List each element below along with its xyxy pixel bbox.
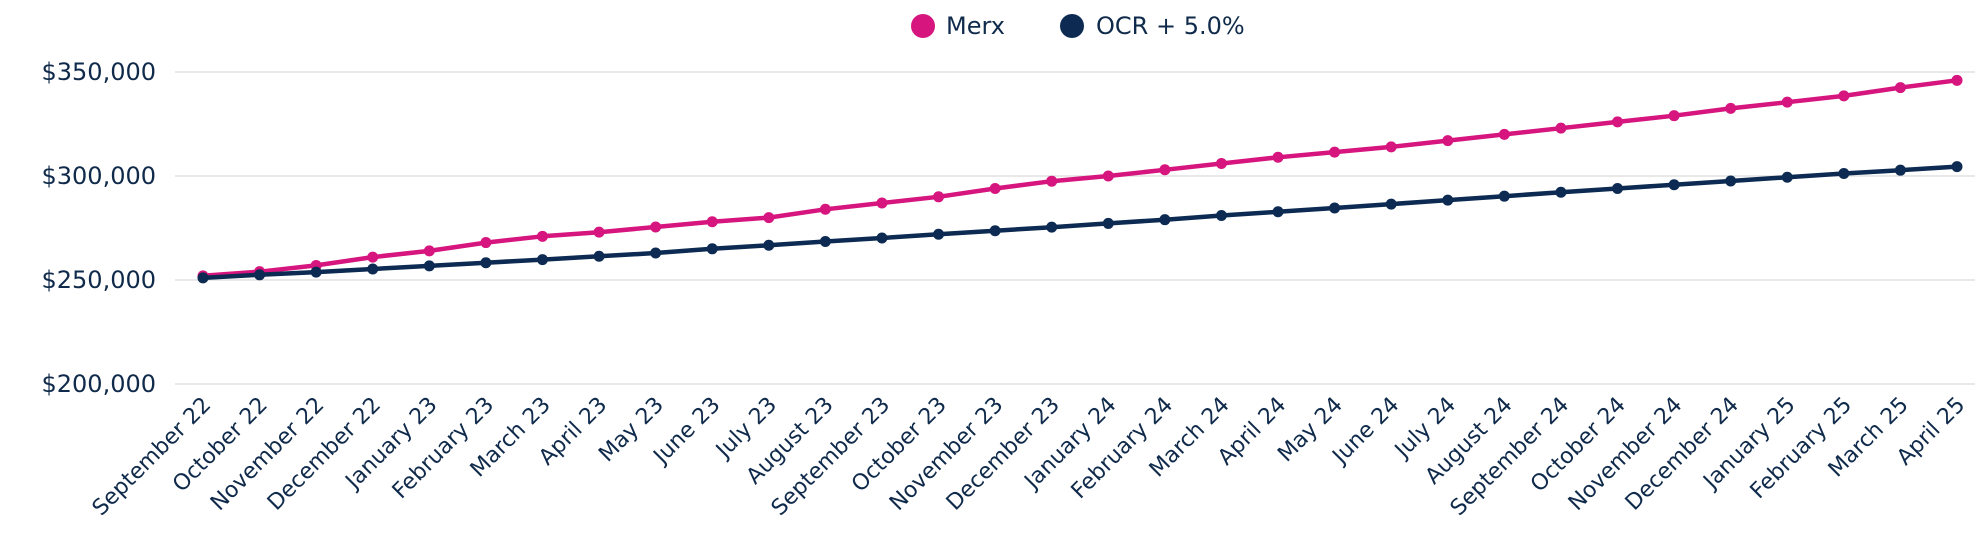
data-point bbox=[1385, 198, 1397, 210]
data-point bbox=[1838, 90, 1850, 102]
data-point bbox=[1272, 151, 1284, 163]
data-point bbox=[480, 257, 492, 269]
data-point bbox=[819, 203, 831, 215]
data-point bbox=[1612, 182, 1624, 194]
data-point bbox=[1555, 186, 1567, 198]
data-point bbox=[536, 230, 548, 242]
data-point bbox=[933, 228, 945, 240]
data-point bbox=[1725, 102, 1737, 114]
data-point bbox=[1498, 128, 1510, 140]
data-point bbox=[423, 260, 435, 272]
data-point bbox=[1781, 171, 1793, 183]
data-point bbox=[989, 182, 1001, 194]
series-line bbox=[200, 78, 1960, 279]
data-point bbox=[650, 247, 662, 259]
legend-item: Merx bbox=[911, 12, 1005, 40]
data-point bbox=[1046, 175, 1058, 187]
data-point bbox=[423, 245, 435, 257]
data-point bbox=[1951, 161, 1963, 173]
data-point bbox=[1329, 146, 1341, 158]
y-axis: $200,000 $250,000 $300,000 $350,000 bbox=[41, 58, 156, 398]
data-point bbox=[1272, 206, 1284, 218]
legend: Merx OCR + 5.0% bbox=[911, 12, 1245, 40]
data-point bbox=[593, 226, 605, 238]
data-point bbox=[1215, 158, 1227, 170]
data-point bbox=[310, 266, 322, 278]
series-1 bbox=[197, 161, 1963, 284]
legend-label: OCR + 5.0% bbox=[1096, 12, 1245, 40]
data-point bbox=[876, 232, 888, 244]
y-tick-label: $300,000 bbox=[41, 162, 156, 190]
legend-item: OCR + 5.0% bbox=[1060, 12, 1245, 40]
data-point bbox=[367, 251, 379, 263]
series-0 bbox=[197, 74, 1963, 282]
grid-layer bbox=[175, 71, 1975, 385]
data-point bbox=[989, 225, 1001, 237]
data-point bbox=[480, 237, 492, 249]
data-point bbox=[1894, 82, 1906, 94]
data-point bbox=[1951, 74, 1963, 86]
data-point bbox=[1102, 217, 1114, 229]
y-tick-label: $250,000 bbox=[41, 266, 156, 294]
data-point bbox=[1555, 122, 1567, 134]
data-point bbox=[1159, 164, 1171, 176]
data-point bbox=[933, 191, 945, 203]
data-point bbox=[1725, 175, 1737, 187]
data-point bbox=[1385, 141, 1397, 153]
y-tick-label: $350,000 bbox=[41, 58, 156, 86]
data-point bbox=[1838, 168, 1850, 180]
data-point bbox=[1781, 96, 1793, 108]
data-point bbox=[1442, 135, 1454, 147]
data-point bbox=[197, 272, 209, 284]
data-point bbox=[1329, 202, 1341, 214]
data-point bbox=[763, 239, 775, 251]
data-point bbox=[536, 254, 548, 266]
data-point bbox=[254, 269, 266, 281]
legend-marker bbox=[911, 14, 935, 38]
data-point bbox=[1102, 170, 1114, 182]
data-point bbox=[593, 250, 605, 262]
data-point bbox=[876, 197, 888, 209]
data-point bbox=[706, 216, 718, 228]
data-point bbox=[1612, 116, 1624, 128]
data-point bbox=[819, 236, 831, 248]
series-line bbox=[200, 164, 1960, 281]
data-point bbox=[367, 263, 379, 275]
data-point bbox=[1668, 179, 1680, 191]
data-point bbox=[1442, 194, 1454, 206]
data-point bbox=[1159, 214, 1171, 226]
data-point bbox=[763, 212, 775, 224]
data-point bbox=[1668, 110, 1680, 122]
data-point bbox=[650, 221, 662, 233]
data-point bbox=[1894, 164, 1906, 176]
legend-label: Merx bbox=[946, 12, 1005, 40]
legend-marker bbox=[1060, 14, 1084, 38]
data-point bbox=[1046, 221, 1058, 233]
data-point bbox=[706, 243, 718, 255]
data-point bbox=[1498, 190, 1510, 202]
y-tick-label: $200,000 bbox=[41, 370, 156, 398]
series-layer bbox=[197, 74, 1963, 284]
data-point bbox=[1215, 210, 1227, 222]
